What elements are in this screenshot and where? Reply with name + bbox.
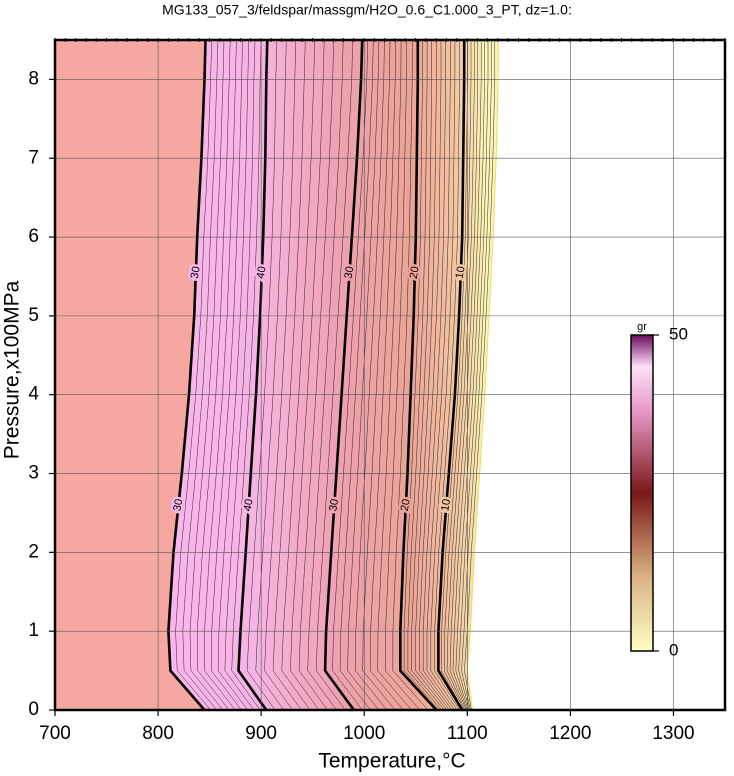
contour-label: 40	[255, 265, 269, 279]
y-tick-label: 5	[28, 305, 39, 326]
contour-label: 10	[454, 265, 468, 279]
colorbar	[630, 334, 654, 652]
x-tick-label: 700	[39, 723, 71, 744]
y-tick-label: 6	[28, 226, 39, 247]
x-tick-label: 900	[245, 723, 277, 744]
x-axis-label: Temperature,°C	[318, 750, 465, 773]
y-tick-label: 2	[28, 541, 39, 562]
x-tick-label: 1200	[549, 723, 591, 744]
colorbar-tick-label: 0	[669, 640, 678, 659]
y-tick-label: 3	[28, 463, 39, 484]
field-left	[55, 40, 206, 710]
contour-label: 10	[439, 498, 453, 512]
contour-label: 30	[171, 498, 185, 512]
contour-label: 30	[342, 265, 356, 279]
contour-label: 20	[408, 265, 422, 279]
colorbar-label: gr	[637, 321, 647, 333]
colorbar-tick-label: 50	[669, 324, 688, 343]
y-tick-label: 4	[28, 384, 39, 405]
y-tick-label: 7	[28, 147, 39, 168]
contour-label: 30	[327, 498, 341, 512]
x-tick-label: 800	[142, 723, 174, 744]
y-tick-label: 1	[28, 620, 39, 641]
x-tick-label: 1100	[447, 723, 488, 744]
plot-area	[55, 40, 499, 710]
x-tick-label: 1300	[652, 723, 694, 744]
field-band	[168, 40, 499, 710]
contour-label: 30	[189, 265, 203, 279]
chart-title: MG133_057_3/feldspar/massgm/H2O_0.6_C1.0…	[162, 2, 572, 18]
y-axis-label: Pressure,x100MPa	[1, 280, 24, 459]
y-tick-label: 8	[28, 68, 39, 89]
contour-label: 40	[242, 498, 256, 512]
plot-frame	[53, 38, 727, 712]
contour-label: 20	[399, 498, 413, 512]
y-tick-label: 0	[28, 699, 39, 720]
x-tick-label: 1000	[343, 723, 385, 744]
